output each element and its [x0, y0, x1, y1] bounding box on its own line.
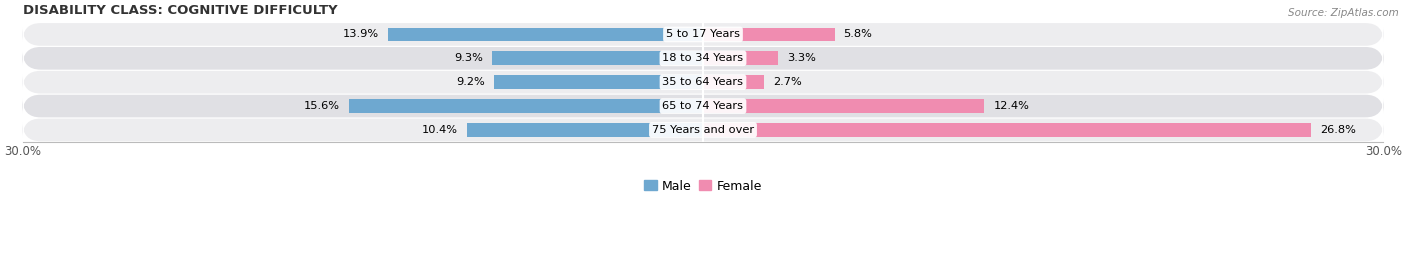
- Text: 9.2%: 9.2%: [457, 77, 485, 87]
- Bar: [703, 27, 835, 41]
- Text: 10.4%: 10.4%: [422, 125, 458, 135]
- Bar: [349, 99, 703, 113]
- Bar: [703, 75, 765, 89]
- Text: 12.4%: 12.4%: [993, 101, 1029, 111]
- Text: Source: ZipAtlas.com: Source: ZipAtlas.com: [1288, 8, 1399, 18]
- Text: 26.8%: 26.8%: [1320, 125, 1355, 135]
- Text: 9.3%: 9.3%: [454, 53, 484, 63]
- Bar: [495, 75, 703, 89]
- Text: 2.7%: 2.7%: [773, 77, 801, 87]
- Bar: [492, 51, 703, 65]
- FancyBboxPatch shape: [22, 71, 1384, 94]
- Text: 75 Years and over: 75 Years and over: [652, 125, 754, 135]
- Text: 18 to 34 Years: 18 to 34 Years: [662, 53, 744, 63]
- Legend: Male, Female: Male, Female: [640, 175, 766, 198]
- Text: DISABILITY CLASS: COGNITIVE DIFFICULTY: DISABILITY CLASS: COGNITIVE DIFFICULTY: [22, 4, 337, 17]
- Bar: [703, 123, 1310, 137]
- Bar: [388, 27, 703, 41]
- Text: 5 to 17 Years: 5 to 17 Years: [666, 29, 740, 40]
- Text: 3.3%: 3.3%: [787, 53, 815, 63]
- Text: 65 to 74 Years: 65 to 74 Years: [662, 101, 744, 111]
- Text: 5.8%: 5.8%: [844, 29, 873, 40]
- Bar: [467, 123, 703, 137]
- FancyBboxPatch shape: [22, 47, 1384, 70]
- Text: 35 to 64 Years: 35 to 64 Years: [662, 77, 744, 87]
- Text: 13.9%: 13.9%: [343, 29, 378, 40]
- Bar: [703, 51, 778, 65]
- FancyBboxPatch shape: [22, 119, 1384, 141]
- Bar: [703, 99, 984, 113]
- FancyBboxPatch shape: [22, 95, 1384, 117]
- FancyBboxPatch shape: [22, 23, 1384, 46]
- Text: 15.6%: 15.6%: [304, 101, 340, 111]
